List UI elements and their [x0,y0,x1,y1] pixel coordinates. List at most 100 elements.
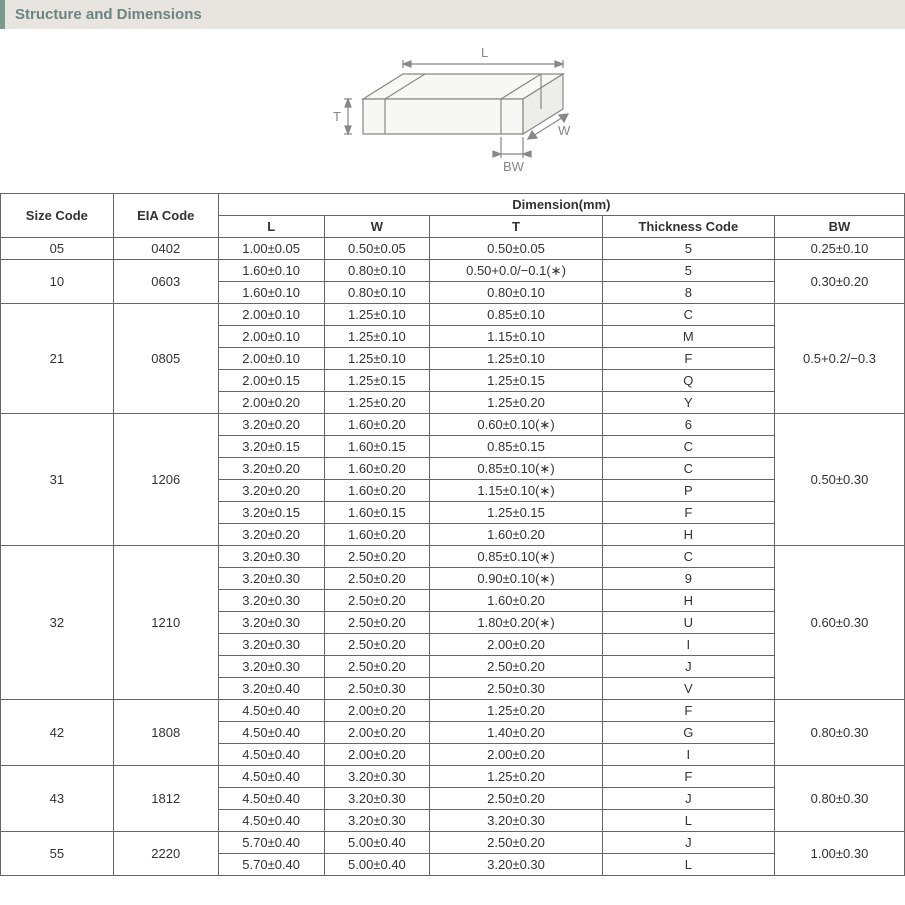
cell-bw: 0.30±0.20 [774,260,904,304]
table-body: 0504021.00±0.050.50±0.050.50±0.0550.25±0… [1,238,905,876]
cell-tc: J [602,832,774,854]
cell-L: 4.50±0.40 [218,766,324,788]
label-BW: BW [503,159,525,174]
cell-bw: 0.5+0.2/−0.3 [774,304,904,414]
cell-tc: P [602,480,774,502]
table-row: 3212103.20±0.302.50±0.200.85±0.10(∗)C0.6… [1,546,905,568]
cell-bw: 0.60±0.30 [774,546,904,700]
th-size-code: Size Code [1,194,114,238]
cell-tc: F [602,766,774,788]
cell-L: 3.20±0.30 [218,568,324,590]
cell-L: 5.70±0.40 [218,832,324,854]
cell-W: 3.20±0.30 [324,766,430,788]
cell-L: 2.00±0.10 [218,348,324,370]
component-svg: L T W BW [303,39,603,179]
label-W: W [558,123,571,138]
cell-T: 0.90±0.10(∗) [430,568,602,590]
cell-tc: M [602,326,774,348]
section-title-bar: Structure and Dimensions [0,0,905,29]
cell-bw: 0.80±0.30 [774,700,904,766]
cell-T: 1.25±0.20 [430,392,602,414]
cell-tc: H [602,524,774,546]
cell-bw: 0.25±0.10 [774,238,904,260]
cell-L: 3.20±0.30 [218,612,324,634]
cell-W: 2.50±0.20 [324,634,430,656]
cell-size-code: 55 [1,832,114,876]
cell-T: 0.50±0.05 [430,238,602,260]
cell-tc: F [602,700,774,722]
cell-L: 3.20±0.15 [218,436,324,458]
cell-tc: G [602,722,774,744]
cell-eia-code: 1210 [113,546,218,700]
cell-tc: 5 [602,238,774,260]
cell-bw: 0.80±0.30 [774,766,904,832]
table-row: 4218084.50±0.402.00±0.201.25±0.20F0.80±0… [1,700,905,722]
cell-tc: F [602,348,774,370]
cell-T: 1.25±0.15 [430,370,602,392]
cell-W: 1.25±0.10 [324,348,430,370]
cell-W: 2.50±0.20 [324,656,430,678]
th-BW: BW [774,216,904,238]
cell-eia-code: 1812 [113,766,218,832]
dimensions-table: Size Code EIA Code Dimension(mm) L W T T… [0,193,905,876]
cell-T: 0.50+0.0/−0.1(∗) [430,260,602,282]
cell-T: 2.50±0.20 [430,788,602,810]
cell-L: 4.50±0.40 [218,722,324,744]
cell-T: 1.60±0.20 [430,524,602,546]
cell-size-code: 31 [1,414,114,546]
cell-W: 2.50±0.20 [324,546,430,568]
cell-W: 3.20±0.30 [324,788,430,810]
cell-W: 5.00±0.40 [324,854,430,876]
cell-W: 1.60±0.15 [324,436,430,458]
cell-bw: 0.50±0.30 [774,414,904,546]
label-T: T [333,109,341,124]
cell-W: 1.60±0.20 [324,480,430,502]
cell-W: 0.80±0.10 [324,282,430,304]
cell-W: 5.00±0.40 [324,832,430,854]
th-thickness-code: Thickness Code [602,216,774,238]
cell-L: 3.20±0.30 [218,656,324,678]
table-row: 1006031.60±0.100.80±0.100.50+0.0/−0.1(∗)… [1,260,905,282]
cell-tc: 9 [602,568,774,590]
cell-L: 4.50±0.40 [218,788,324,810]
cell-tc: I [602,634,774,656]
cell-tc: L [602,810,774,832]
cell-eia-code: 0603 [113,260,218,304]
cell-L: 3.20±0.15 [218,502,324,524]
cell-L: 2.00±0.20 [218,392,324,414]
cell-T: 0.60±0.10(∗) [430,414,602,436]
cell-eia-code: 0402 [113,238,218,260]
cell-L: 4.50±0.40 [218,744,324,766]
table-row: 0504021.00±0.050.50±0.050.50±0.0550.25±0… [1,238,905,260]
cell-bw: 1.00±0.30 [774,832,904,876]
cell-W: 1.25±0.10 [324,304,430,326]
cell-eia-code: 0805 [113,304,218,414]
cell-tc: Y [602,392,774,414]
cell-T: 3.20±0.30 [430,854,602,876]
cell-W: 2.50±0.20 [324,612,430,634]
cell-tc: F [602,502,774,524]
cell-T: 1.25±0.15 [430,502,602,524]
table-row: 2108052.00±0.101.25±0.100.85±0.10C0.5+0.… [1,304,905,326]
cell-tc: U [602,612,774,634]
cell-size-code: 10 [1,260,114,304]
cell-W: 1.60±0.15 [324,502,430,524]
cell-W: 1.25±0.20 [324,392,430,414]
cell-size-code: 05 [1,238,114,260]
cell-T: 1.15±0.10(∗) [430,480,602,502]
cell-W: 3.20±0.30 [324,810,430,832]
cell-L: 4.50±0.40 [218,810,324,832]
cell-L: 2.00±0.10 [218,326,324,348]
cell-tc: C [602,436,774,458]
cell-L: 1.60±0.10 [218,282,324,304]
cell-L: 3.20±0.20 [218,458,324,480]
cell-L: 1.00±0.05 [218,238,324,260]
th-W: W [324,216,430,238]
cell-T: 2.50±0.20 [430,656,602,678]
cell-L: 3.20±0.20 [218,524,324,546]
th-L: L [218,216,324,238]
cell-size-code: 43 [1,766,114,832]
cell-L: 4.50±0.40 [218,700,324,722]
cell-T: 1.15±0.10 [430,326,602,348]
cell-T: 1.60±0.20 [430,590,602,612]
